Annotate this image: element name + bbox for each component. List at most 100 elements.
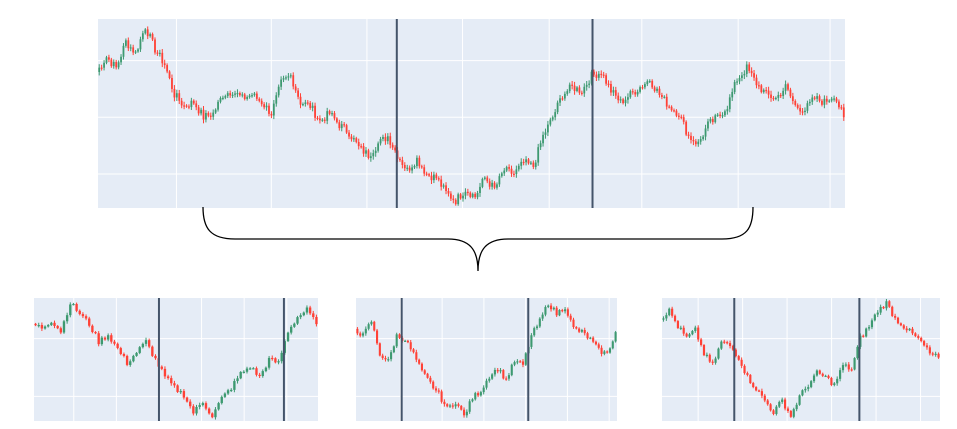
candle-body xyxy=(372,153,375,157)
candle-body xyxy=(335,118,338,123)
candle-body xyxy=(305,307,309,313)
candle-body xyxy=(389,136,392,145)
candle-body xyxy=(844,364,847,366)
candle-body xyxy=(115,62,118,68)
plot-background xyxy=(356,298,617,421)
candle-body xyxy=(671,308,674,316)
candle-body xyxy=(425,173,428,175)
candle-body xyxy=(551,117,554,120)
candle-body xyxy=(757,390,761,392)
candle-body xyxy=(614,332,617,342)
candle-body xyxy=(656,88,658,91)
candle-body xyxy=(500,173,503,177)
candle-body xyxy=(465,411,468,416)
candle-body xyxy=(309,102,312,108)
candle-body xyxy=(561,309,564,312)
candle-body xyxy=(600,347,603,354)
candle-body xyxy=(40,325,44,329)
candle-body xyxy=(760,391,763,396)
candle-body xyxy=(541,314,544,319)
candle-body xyxy=(289,75,292,77)
plot-background xyxy=(662,298,940,421)
candle-body xyxy=(639,87,641,92)
candle-body xyxy=(43,326,47,329)
candle-body xyxy=(378,343,381,356)
candle-body xyxy=(205,112,207,120)
candle-body xyxy=(392,346,395,353)
candle-body xyxy=(517,165,520,170)
candle-body xyxy=(373,321,376,331)
candle-body xyxy=(812,375,816,382)
candle-body xyxy=(937,353,940,358)
candle-body xyxy=(401,160,404,165)
candle-body xyxy=(554,112,557,118)
candle-body xyxy=(535,326,539,329)
candle-body xyxy=(451,405,454,407)
candle-body xyxy=(510,364,513,376)
candle-body xyxy=(513,362,516,365)
candle-body xyxy=(879,306,882,313)
candle-body xyxy=(491,182,494,187)
candle-body xyxy=(692,139,695,142)
candle-body xyxy=(375,330,379,344)
candle-body xyxy=(146,29,149,37)
candle-body xyxy=(166,376,170,379)
candle-body xyxy=(381,355,384,359)
candle-body xyxy=(69,304,72,316)
candle-body xyxy=(183,105,186,107)
candle-body xyxy=(445,185,447,191)
candle-body xyxy=(488,181,491,187)
candle-body xyxy=(644,84,646,88)
candle-body xyxy=(454,404,457,407)
candle-body xyxy=(394,147,397,151)
candle-body xyxy=(201,403,205,406)
candle-body xyxy=(440,391,443,402)
candle-body xyxy=(192,406,195,414)
candle-body xyxy=(168,71,171,78)
candle-body xyxy=(423,167,426,174)
candle-body xyxy=(619,99,622,101)
candle-body xyxy=(331,113,333,115)
candle-body xyxy=(468,401,471,412)
candle-body xyxy=(617,95,620,101)
candle-body xyxy=(34,323,37,326)
candle-body xyxy=(50,322,53,326)
candle-body xyxy=(409,342,412,350)
candle-body xyxy=(772,410,775,414)
candle-body xyxy=(549,305,553,310)
candle-body xyxy=(905,328,908,331)
candle-body xyxy=(755,387,758,391)
candle-body xyxy=(677,115,680,117)
candle-body xyxy=(622,99,624,104)
candle-body xyxy=(271,357,274,360)
candle-body xyxy=(549,119,552,125)
candle-body xyxy=(464,191,467,196)
candle-body xyxy=(434,388,438,391)
candle-body xyxy=(931,353,934,355)
candle-body xyxy=(129,361,132,365)
candle-body xyxy=(694,327,697,331)
candle-body xyxy=(180,100,183,106)
candle-body xyxy=(882,306,885,309)
candle-body xyxy=(496,369,499,372)
candle-body xyxy=(220,396,223,404)
candle-body xyxy=(530,335,533,347)
candle-body xyxy=(108,57,110,60)
candle-body xyxy=(789,410,792,417)
candle-body xyxy=(287,76,290,78)
candle-body xyxy=(736,81,738,83)
candle-body xyxy=(97,333,100,345)
candle-body xyxy=(411,167,413,171)
candle-body xyxy=(258,374,261,377)
candle-body xyxy=(306,102,309,104)
candle-body xyxy=(457,194,460,205)
candle-body xyxy=(122,45,125,57)
candle-body xyxy=(110,335,113,342)
candle-body xyxy=(447,190,450,194)
candle-body xyxy=(312,313,315,317)
candle-body xyxy=(147,340,151,347)
candle-body xyxy=(702,344,706,356)
candle-body xyxy=(673,110,675,112)
candle-body xyxy=(575,327,578,329)
candle-body xyxy=(914,333,917,337)
